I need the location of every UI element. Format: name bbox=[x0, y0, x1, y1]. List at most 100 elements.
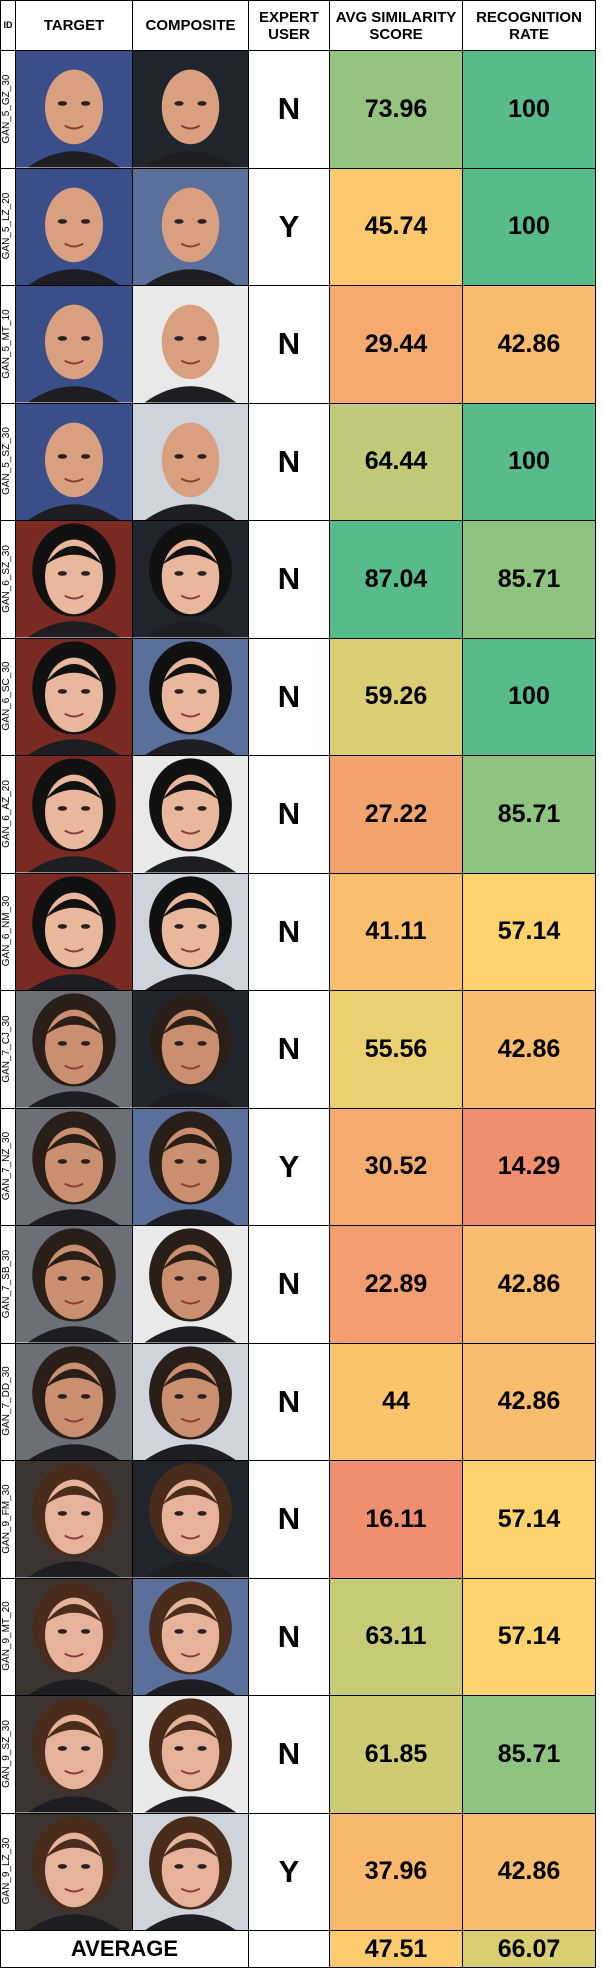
face-image bbox=[16, 1226, 132, 1343]
row-id: GAN_6_AZ_20 bbox=[1, 779, 12, 848]
similarity-score: 87.04 bbox=[329, 520, 463, 639]
row-id: GAN_5_SZ_30 bbox=[1, 427, 12, 496]
face-image bbox=[133, 1461, 248, 1578]
recognition-rate: 57.14 bbox=[462, 1460, 596, 1579]
row-id: GAN_9_MT_20 bbox=[1, 1601, 12, 1671]
recognition-rate: 57.14 bbox=[462, 872, 596, 991]
face-image bbox=[133, 1578, 248, 1695]
face-image bbox=[16, 51, 132, 168]
similarity-score: 44 bbox=[329, 1342, 463, 1461]
expert-user: N bbox=[248, 402, 330, 521]
similarity-score: 55.56 bbox=[329, 990, 463, 1109]
expert-user: Y bbox=[248, 167, 330, 286]
row-id: GAN_5_LZ_20 bbox=[1, 192, 12, 260]
similarity-score: 30.52 bbox=[329, 1107, 463, 1226]
similarity-score: 37.96 bbox=[329, 1812, 463, 1931]
recognition-rate: 14.29 bbox=[462, 1107, 596, 1226]
expert-user: N bbox=[248, 1225, 330, 1344]
face-image bbox=[16, 638, 132, 755]
expert-user: N bbox=[248, 990, 330, 1109]
similarity-score: 22.89 bbox=[329, 1225, 463, 1344]
face-image bbox=[16, 1343, 132, 1460]
recognition-rate: 57.14 bbox=[462, 1577, 596, 1696]
expert-user: N bbox=[248, 1695, 330, 1814]
column-header: RECOGNITION RATE bbox=[462, 0, 596, 51]
row-id: GAN_6_NM_30 bbox=[1, 895, 12, 967]
column-header: ID bbox=[0, 0, 16, 51]
column-header: AVG SIMILARITY SCORE bbox=[329, 0, 463, 51]
row-id: GAN_7_CJ_30 bbox=[1, 1015, 12, 1083]
face-image bbox=[16, 286, 132, 403]
face-image bbox=[16, 1108, 132, 1225]
expert-user: N bbox=[248, 637, 330, 756]
similarity-score: 64.44 bbox=[329, 402, 463, 521]
face-image bbox=[133, 638, 248, 755]
face-image bbox=[16, 168, 132, 285]
row-id: GAN_9_SZ_30 bbox=[1, 1719, 12, 1788]
row-id: GAN_7_SB_30 bbox=[1, 1249, 12, 1318]
face-image bbox=[16, 403, 132, 520]
face-image bbox=[133, 286, 248, 403]
expert-user: Y bbox=[248, 1107, 330, 1226]
similarity-score: 73.96 bbox=[329, 50, 463, 169]
recognition-rate: 42.86 bbox=[462, 1812, 596, 1931]
recognition-rate: 85.71 bbox=[462, 520, 596, 639]
expert-user: N bbox=[248, 50, 330, 169]
face-image bbox=[133, 51, 248, 168]
row-id: GAN_6_SC_30 bbox=[1, 661, 12, 731]
expert-user: N bbox=[248, 520, 330, 639]
recognition-rate: 100 bbox=[462, 50, 596, 169]
face-image bbox=[133, 521, 248, 638]
face-image bbox=[16, 1461, 132, 1578]
expert-user: N bbox=[248, 755, 330, 874]
footer-score: 47.51 bbox=[329, 1930, 463, 1968]
recognition-rate: 42.86 bbox=[462, 1225, 596, 1344]
face-image bbox=[16, 873, 132, 990]
face-image bbox=[16, 1696, 132, 1813]
similarity-score: 59.26 bbox=[329, 637, 463, 756]
row-id: GAN_6_SZ_30 bbox=[1, 544, 12, 613]
expert-user: Y bbox=[248, 1812, 330, 1931]
recognition-rate: 100 bbox=[462, 637, 596, 756]
column-header: COMPOSITE bbox=[132, 0, 249, 51]
recognition-rate: 42.86 bbox=[462, 285, 596, 404]
recognition-rate: 85.71 bbox=[462, 755, 596, 874]
similarity-score: 27.22 bbox=[329, 755, 463, 874]
row-id: GAN_9_FM_30 bbox=[1, 1484, 12, 1554]
face-image bbox=[16, 1578, 132, 1695]
row-id: GAN_9_LZ_30 bbox=[1, 1837, 12, 1905]
face-image bbox=[133, 991, 248, 1108]
column-header: TARGET bbox=[15, 0, 133, 51]
face-image bbox=[133, 756, 248, 873]
row-id: GAN_5_GZ_30 bbox=[1, 74, 12, 144]
face-image bbox=[133, 168, 248, 285]
similarity-score: 63.11 bbox=[329, 1577, 463, 1696]
face-image bbox=[16, 521, 132, 638]
face-image bbox=[133, 1813, 248, 1930]
expert-user: N bbox=[248, 285, 330, 404]
recognition-rate: 42.86 bbox=[462, 990, 596, 1109]
similarity-score: 41.11 bbox=[329, 872, 463, 991]
recognition-rate: 100 bbox=[462, 167, 596, 286]
recognition-rate: 42.86 bbox=[462, 1342, 596, 1461]
face-image bbox=[133, 873, 248, 990]
row-id: GAN_5_MT_10 bbox=[1, 309, 12, 379]
expert-user: N bbox=[248, 1342, 330, 1461]
face-image bbox=[133, 1108, 248, 1225]
row-id: GAN_7_NZ_30 bbox=[1, 1132, 12, 1201]
expert-user: N bbox=[248, 1577, 330, 1696]
expert-user: N bbox=[248, 1460, 330, 1579]
footer-label: AVERAGE bbox=[0, 1930, 249, 1968]
footer-rate: 66.07 bbox=[462, 1930, 596, 1968]
face-image bbox=[16, 1813, 132, 1930]
similarity-score: 45.74 bbox=[329, 167, 463, 286]
column-header: EXPERT USER bbox=[248, 0, 330, 51]
expert-user: N bbox=[248, 872, 330, 991]
recognition-rate: 100 bbox=[462, 402, 596, 521]
similarity-score: 61.85 bbox=[329, 1695, 463, 1814]
face-image bbox=[16, 756, 132, 873]
footer-blank bbox=[248, 1930, 330, 1968]
similarity-score: 16.11 bbox=[329, 1460, 463, 1579]
similarity-score: 29.44 bbox=[329, 285, 463, 404]
